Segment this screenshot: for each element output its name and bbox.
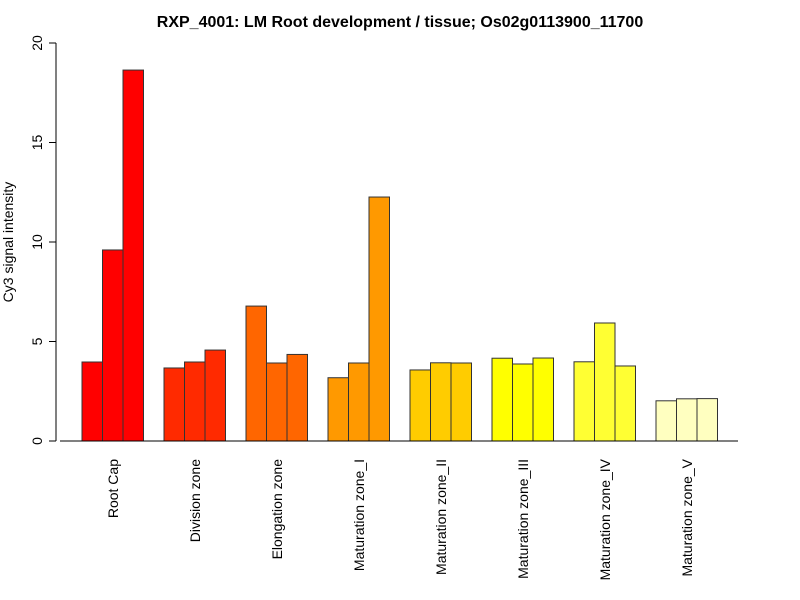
bar <box>348 362 370 442</box>
x-category-label: Elongation zone <box>269 459 285 560</box>
y-axis: 0 5 10 15 20 <box>29 35 57 445</box>
bar <box>286 353 308 442</box>
x-category-label: Maturation zone_V <box>679 458 695 576</box>
bar <box>532 357 554 442</box>
bar <box>163 367 185 442</box>
x-category-label: Maturation zone_IV <box>597 458 613 580</box>
bar <box>512 363 534 442</box>
bar <box>676 398 698 442</box>
bar <box>204 349 226 442</box>
bar <box>573 361 595 442</box>
category-labels: Root Cap Division zone Elongation zone Matu… <box>105 458 695 580</box>
x-category-label: Root Cap <box>105 459 121 518</box>
bar <box>245 305 267 442</box>
bar <box>122 69 144 442</box>
y-tick-label: 20 <box>29 35 45 51</box>
bar <box>409 369 431 442</box>
x-category-label: Division zone <box>187 459 203 542</box>
x-category-label: Maturation zone_I <box>351 459 367 571</box>
bar <box>184 361 206 442</box>
bar <box>102 249 124 442</box>
bar <box>430 362 452 442</box>
bar <box>594 322 616 442</box>
chart-title: RXP_4001: LM Root development / tissue; … <box>157 14 644 31</box>
y-tick-label: 5 <box>29 337 45 345</box>
x-category-label: Maturation zone_II <box>433 459 449 575</box>
x-category-label: Maturation zone_III <box>515 459 531 579</box>
y-tick-label: 15 <box>29 135 45 151</box>
bar <box>696 398 718 442</box>
bar <box>81 361 103 442</box>
bar <box>655 400 677 442</box>
y-axis-label: Cy3 signal intensity <box>0 182 16 303</box>
bar <box>368 196 390 442</box>
bar <box>327 377 349 442</box>
bar <box>450 362 472 442</box>
y-tick-label: 10 <box>29 234 45 250</box>
y-tick-label: 0 <box>29 437 45 445</box>
bar <box>266 362 288 442</box>
bar <box>614 365 636 442</box>
bars <box>81 69 718 442</box>
bar <box>491 357 513 442</box>
